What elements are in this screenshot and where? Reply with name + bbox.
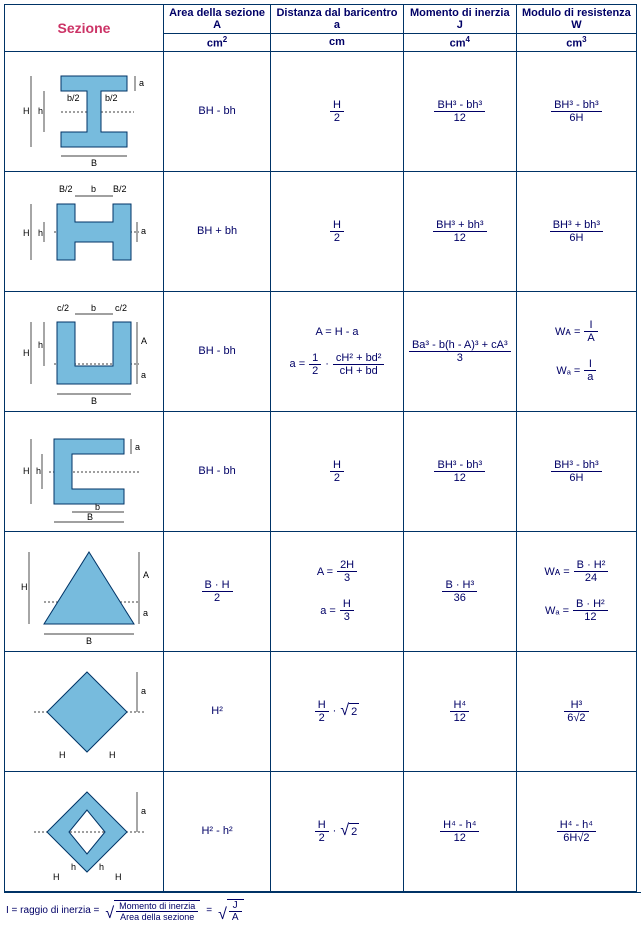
svg-text:h: h bbox=[71, 862, 76, 872]
svg-text:b: b bbox=[91, 184, 96, 194]
area-5: H² bbox=[164, 651, 271, 771]
moment-1: BH³ + bh³12 bbox=[403, 171, 516, 291]
svg-text:H: H bbox=[23, 106, 30, 116]
modulus-0: BH³ - bh³6H bbox=[516, 51, 636, 171]
dist-1: H2 bbox=[271, 171, 404, 291]
footer-formula: I = raggio di inerzia = √Momento di iner… bbox=[4, 892, 641, 929]
svg-text:H: H bbox=[53, 872, 60, 882]
svg-text:H: H bbox=[59, 750, 66, 760]
modulus-6: H⁴ - h⁴6H√2 bbox=[516, 771, 636, 891]
svg-text:a: a bbox=[139, 78, 144, 88]
svg-text:h: h bbox=[99, 862, 104, 872]
unit-modulus: cm3 bbox=[516, 34, 636, 52]
shape-u-channel: H h B b c/2 c/2 A a bbox=[5, 291, 164, 411]
svg-text:h: h bbox=[38, 106, 43, 116]
svg-text:H: H bbox=[23, 348, 30, 358]
shape-diamond: H H a bbox=[5, 651, 164, 771]
svg-text:a: a bbox=[141, 370, 146, 380]
svg-text:h: h bbox=[38, 228, 43, 238]
shape-c-channel: H h B b a bbox=[5, 411, 164, 531]
shape-h-beam: H h b B/2 B/2 a bbox=[5, 171, 164, 291]
svg-text:h: h bbox=[36, 466, 41, 476]
svg-text:A: A bbox=[143, 570, 149, 580]
svg-text:B: B bbox=[86, 636, 92, 646]
moment-2: Ba³ - b(h - A)³ + cA³3 bbox=[403, 291, 516, 411]
area-4: B · H2 bbox=[164, 531, 271, 651]
svg-text:H: H bbox=[21, 582, 28, 592]
svg-text:b: b bbox=[95, 502, 100, 512]
area-6: H² - h² bbox=[164, 771, 271, 891]
svg-text:B: B bbox=[91, 396, 97, 406]
svg-text:B/2: B/2 bbox=[113, 184, 127, 194]
svg-text:A: A bbox=[141, 336, 147, 346]
shape-triangle: H B A a bbox=[5, 531, 164, 651]
modulus-2: Wᴀ =IA Wₐ =Ia bbox=[516, 291, 636, 411]
row-hollow-diamond: H H h h a H² - h² H2·√2 H⁴ - h⁴12 H⁴ - h⁴6… bbox=[5, 771, 637, 891]
header-area: Area della sezioneA bbox=[164, 5, 271, 34]
properties-table: Sezione Area della sezioneA Distanza dal… bbox=[4, 4, 637, 892]
svg-text:H: H bbox=[23, 228, 30, 238]
row-diamond: H H a H² H2·√2 H⁴12 H³6√2 bbox=[5, 651, 637, 771]
moment-0: BH³ - bh³12 bbox=[403, 51, 516, 171]
svg-text:b/2: b/2 bbox=[67, 93, 80, 103]
svg-text:c/2: c/2 bbox=[57, 303, 69, 313]
dist-5: H2·√2 bbox=[271, 651, 404, 771]
modulus-1: BH³ + bh³6H bbox=[516, 171, 636, 291]
dist-3: H2 bbox=[271, 411, 404, 531]
svg-text:a: a bbox=[143, 608, 148, 618]
modulus-4: Wᴀ =B · H²24 Wₐ =B · H²12 bbox=[516, 531, 636, 651]
modulus-3: BH³ - bh³6H bbox=[516, 411, 636, 531]
svg-text:B: B bbox=[87, 512, 93, 522]
svg-text:h: h bbox=[38, 340, 43, 350]
shape-hollow-diamond: H H h h a bbox=[5, 771, 164, 891]
header-section: Sezione bbox=[5, 5, 164, 52]
unit-moment: cm4 bbox=[403, 34, 516, 52]
svg-text:a: a bbox=[135, 442, 140, 452]
row-i-beam: H h B b/2 b/2 a BH - bh H2 BH³ - bh³12 BH… bbox=[5, 51, 637, 171]
area-3: BH - bh bbox=[164, 411, 271, 531]
shape-i-beam: H h B b/2 b/2 a bbox=[5, 51, 164, 171]
moment-6: H⁴ - h⁴12 bbox=[403, 771, 516, 891]
moment-5: H⁴12 bbox=[403, 651, 516, 771]
header-moment: Momento di inerziaJ bbox=[403, 5, 516, 34]
svg-text:B/2: B/2 bbox=[59, 184, 73, 194]
header-dist: Distanza dal baricentroa bbox=[271, 5, 404, 34]
svg-text:a: a bbox=[141, 686, 146, 696]
svg-text:H: H bbox=[115, 872, 122, 882]
area-0: BH - bh bbox=[164, 51, 271, 171]
svg-text:c/2: c/2 bbox=[115, 303, 127, 313]
dist-0: H2 bbox=[271, 51, 404, 171]
area-1: BH + bh bbox=[164, 171, 271, 291]
unit-area: cm2 bbox=[164, 34, 271, 52]
unit-dist: cm bbox=[271, 34, 404, 52]
svg-text:H: H bbox=[23, 466, 30, 476]
area-2: BH - bh bbox=[164, 291, 271, 411]
dist-4: A =2H3 a =H3 bbox=[271, 531, 404, 651]
row-u-channel: H h B b c/2 c/2 A a BH - bh A = H - a a =… bbox=[5, 291, 637, 411]
moment-4: B · H³36 bbox=[403, 531, 516, 651]
svg-text:a: a bbox=[141, 226, 146, 236]
row-c-channel: H h B b a BH - bh H2 BH³ - bh³12 BH³ - b… bbox=[5, 411, 637, 531]
svg-text:b: b bbox=[91, 303, 96, 313]
row-h-beam: H h b B/2 B/2 a BH + bh H2 BH³ + bh³12 BH… bbox=[5, 171, 637, 291]
svg-text:b/2: b/2 bbox=[105, 93, 118, 103]
svg-text:B: B bbox=[91, 158, 97, 168]
dist-2: A = H - a a = 12 · cH² + bd²cH + bd bbox=[271, 291, 404, 411]
svg-text:H: H bbox=[109, 750, 116, 760]
modulus-5: H³6√2 bbox=[516, 651, 636, 771]
svg-text:a: a bbox=[141, 806, 146, 816]
header-modulus: Modulo di resistenzaW bbox=[516, 5, 636, 34]
row-triangle: H B A a B · H2 A =2H3 a =H3 B · H³36 Wᴀ … bbox=[5, 531, 637, 651]
dist-6: H2·√2 bbox=[271, 771, 404, 891]
moment-3: BH³ - bh³12 bbox=[403, 411, 516, 531]
